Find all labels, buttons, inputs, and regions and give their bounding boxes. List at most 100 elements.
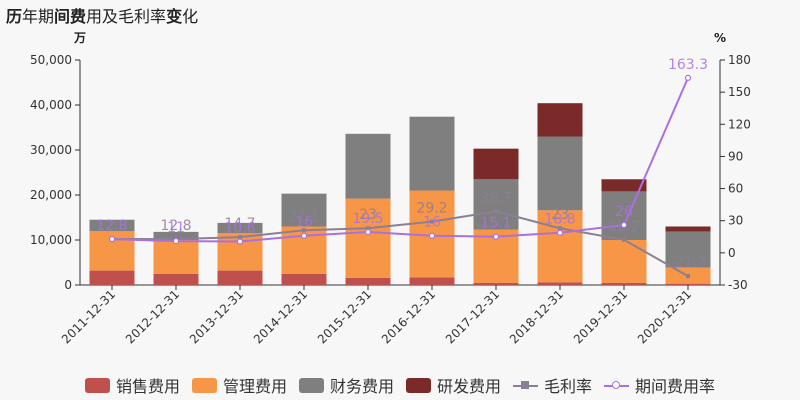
y-left-unit: 万 — [73, 31, 86, 45]
line-point — [686, 274, 690, 279]
line-series — [111, 77, 689, 243]
bar-segment — [409, 116, 455, 191]
x-tick-label: 2011-12-31 — [59, 287, 118, 346]
legend-swatch — [84, 377, 110, 393]
y-right-tick-label: 90 — [728, 149, 743, 163]
line-point — [364, 228, 372, 236]
bar-segment — [345, 133, 391, 199]
legend-label: 期间费用率 — [635, 377, 716, 396]
line-point — [684, 74, 692, 81]
y-left-tick-label: 20,000 — [30, 188, 72, 202]
bar-segment — [89, 219, 135, 231]
line-point — [366, 226, 370, 231]
bar-segment — [409, 277, 455, 285]
bar-segment — [281, 193, 327, 227]
bar-segment — [601, 191, 647, 240]
chart-title: 历年期间费用及毛利率变化 — [6, 7, 199, 26]
line-point — [428, 232, 436, 239]
x-tick-label: 2014-12-31 — [251, 287, 310, 346]
legend-item[interactable]: 销售费用 — [84, 373, 180, 397]
line-point — [494, 209, 498, 214]
data-label: 21.1 — [288, 209, 319, 225]
y-right-tick-label: 60 — [728, 182, 743, 196]
legend-label: 销售费用 — [115, 377, 180, 396]
x-tick-label: 2013-12-31 — [187, 287, 246, 346]
bar-segment — [473, 179, 519, 230]
x-tick-label: 2012-12-31 — [123, 287, 182, 346]
bar-segment — [665, 283, 711, 285]
line-point — [302, 228, 306, 233]
y-right-tick-label: 120 — [728, 117, 751, 131]
line-point — [556, 229, 564, 236]
bar-segment — [473, 148, 519, 180]
chart-legend: 销售费用 管理费用 财务费用 研发费用 毛利率 期间费用率 — [0, 373, 800, 397]
bar-segment — [473, 282, 519, 285]
data-label: 23 — [551, 207, 569, 223]
data-label: 10.6 — [224, 221, 255, 237]
y-left-tick-label: 40,000 — [30, 98, 72, 112]
data-label: 16 — [295, 215, 313, 231]
legend-item[interactable]: 财务费用 — [298, 373, 394, 397]
data-label: 19.5 — [352, 211, 383, 227]
line-point — [238, 235, 242, 240]
bar-segment — [537, 103, 583, 137]
legend-label: 毛利率 — [544, 377, 593, 396]
data-label: 26 — [615, 204, 633, 220]
legend-line-marker — [513, 378, 539, 393]
legend-swatch — [406, 377, 431, 393]
line-point — [236, 238, 244, 245]
bar-segment — [665, 231, 711, 268]
legend-label: 财务费用 — [329, 377, 394, 396]
bar-segment — [537, 136, 583, 211]
line-point — [430, 219, 434, 224]
data-label: 23 — [359, 207, 377, 223]
line-point — [108, 236, 116, 243]
data-label: 11 — [167, 220, 185, 236]
data-label: 12.9 — [96, 218, 127, 234]
data-label: 14.7 — [224, 216, 255, 232]
y-right-tick-label: 150 — [728, 85, 751, 99]
x-tick-label: 2016-12-31 — [379, 287, 438, 346]
data-label: 16 — [423, 215, 441, 231]
y-left-tick-label: 10,000 — [30, 233, 72, 247]
data-label: 18.8 — [544, 212, 575, 228]
legend-item[interactable]: 期间费用率 — [604, 373, 715, 397]
y-right-tick-label: 180 — [728, 53, 751, 67]
bar-segment — [345, 277, 391, 285]
x-tick-label: 2015-12-31 — [315, 287, 374, 346]
bar-segment — [537, 210, 583, 283]
data-label: 12.8 — [160, 218, 191, 234]
y-right-tick-label: -30 — [728, 278, 748, 292]
legend-line-marker — [604, 378, 630, 393]
bar-segment — [217, 270, 263, 285]
bar-segment — [281, 273, 327, 285]
line-series — [111, 210, 689, 277]
y-right-tick-label: 0 — [728, 246, 736, 260]
line-point — [492, 233, 500, 240]
y-left-tick-label: 30,000 — [30, 143, 72, 157]
y-right-unit: % — [714, 31, 726, 45]
x-tick-label: 2019-12-31 — [571, 287, 630, 346]
x-tick-label: 2017-12-31 — [443, 287, 502, 346]
bar-segment — [345, 198, 391, 278]
legend-label: 管理费用 — [222, 377, 287, 396]
legend-item[interactable]: 管理费用 — [191, 373, 287, 397]
bar-segment — [601, 240, 647, 283]
line-point — [300, 232, 308, 239]
bar-segment — [217, 222, 263, 234]
line-point — [558, 226, 562, 231]
bar-segment — [665, 226, 711, 232]
legend-item[interactable]: 毛利率 — [513, 373, 592, 397]
y-left-tick-label: 0 — [64, 278, 72, 292]
line-point — [620, 221, 628, 229]
bar-segment — [601, 179, 647, 192]
legend-swatch — [298, 377, 324, 393]
legend-item[interactable]: 研发费用 — [406, 373, 501, 397]
bar-segment — [153, 240, 199, 274]
bar-segment — [153, 231, 199, 240]
y-left-tick-label: 50,000 — [30, 53, 72, 67]
x-tick-label: 2020-12-31 — [635, 287, 694, 346]
y-right-tick-label: 30 — [728, 214, 743, 228]
data-label: -21.7 — [670, 255, 706, 271]
